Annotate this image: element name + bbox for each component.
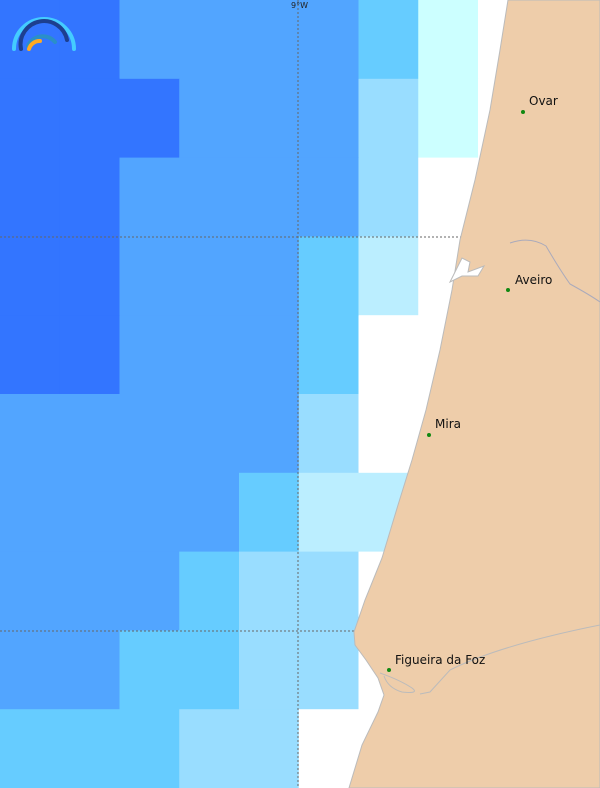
sea-cell	[119, 630, 180, 710]
land	[348, 0, 600, 788]
sea-cell	[239, 315, 300, 395]
logo-icon	[12, 17, 76, 51]
city-dots	[387, 110, 525, 672]
city-dot	[521, 110, 525, 114]
sea-cell	[298, 0, 359, 80]
sea-cell	[179, 157, 240, 237]
sea-cell	[59, 157, 120, 237]
sea-cell	[298, 709, 359, 788]
sea-cell	[239, 0, 300, 80]
city-dot	[427, 433, 431, 437]
sea-cell	[119, 0, 180, 80]
sea-cell	[298, 551, 359, 631]
sea-cell	[298, 78, 359, 159]
sea-cell	[59, 315, 120, 395]
sea-cell	[119, 394, 180, 474]
sea-cell	[298, 315, 359, 395]
sea-cell	[0, 551, 61, 631]
sea-cell	[0, 472, 61, 553]
sea-cell	[358, 315, 419, 395]
city-label-ovar: Ovar	[529, 94, 558, 108]
sea-cell	[179, 0, 240, 80]
city-dot	[506, 288, 510, 292]
sea-cell	[59, 630, 120, 710]
sea-cell	[119, 472, 180, 553]
river	[509, 239, 600, 303]
sea-cell	[59, 394, 120, 474]
sea-cell	[358, 236, 419, 316]
sea-cell	[179, 630, 240, 710]
city-label-mira: Mira	[435, 417, 461, 431]
sea-cell	[298, 157, 359, 237]
sea-cell	[0, 78, 61, 159]
sea-cell	[239, 551, 300, 631]
sea-cell	[119, 78, 180, 159]
sea-cell	[59, 709, 120, 788]
sea-cell	[358, 0, 419, 80]
graticule-label: 9°W	[291, 1, 308, 10]
sea-cell	[179, 394, 240, 474]
sea-cell	[119, 315, 180, 395]
sea-cell	[0, 394, 61, 474]
aveiro-lagoon	[448, 257, 486, 284]
sea-cell	[59, 551, 120, 631]
sea-cell	[239, 78, 300, 159]
sea-cell	[0, 236, 61, 316]
sea-cell	[239, 157, 300, 237]
sea-cell	[59, 472, 120, 553]
sea-cell	[119, 551, 180, 631]
sea-cell	[179, 709, 240, 788]
mondego-estuary	[379, 624, 600, 695]
sea-cell	[179, 472, 240, 553]
sea-cell	[0, 157, 61, 237]
sea-cell	[239, 472, 300, 553]
sea-cell	[239, 630, 300, 710]
sea-cell	[179, 236, 240, 316]
sea-cell	[179, 78, 240, 159]
sea-cell	[59, 78, 120, 159]
city-dot	[387, 668, 391, 672]
sea-cell	[418, 0, 479, 80]
sea-cell	[59, 236, 120, 316]
sea-cell	[0, 630, 61, 710]
sea-cell	[358, 78, 419, 159]
sea-cell	[179, 315, 240, 395]
sea-cells	[0, 0, 479, 788]
sea-cell	[119, 157, 180, 237]
sea-cell	[119, 709, 180, 788]
sea-cell	[239, 394, 300, 474]
city-label-figueira-da-foz: Figueira da Foz	[395, 653, 486, 667]
city-label-aveiro: Aveiro	[515, 273, 553, 287]
sea-cell	[358, 394, 419, 474]
sea-cell	[119, 236, 180, 316]
sea-cell	[239, 709, 300, 788]
sea-cell	[418, 78, 479, 159]
sea-cell	[59, 0, 120, 80]
sea-cell	[298, 236, 359, 316]
sea-cell	[0, 315, 61, 395]
sea-cell	[179, 551, 240, 631]
sea-cell	[0, 709, 61, 788]
sea-cell	[298, 630, 359, 710]
sea-cell	[298, 472, 359, 553]
sea-cell	[239, 236, 300, 316]
sea-cell	[298, 394, 359, 474]
sea-cell	[358, 157, 419, 237]
